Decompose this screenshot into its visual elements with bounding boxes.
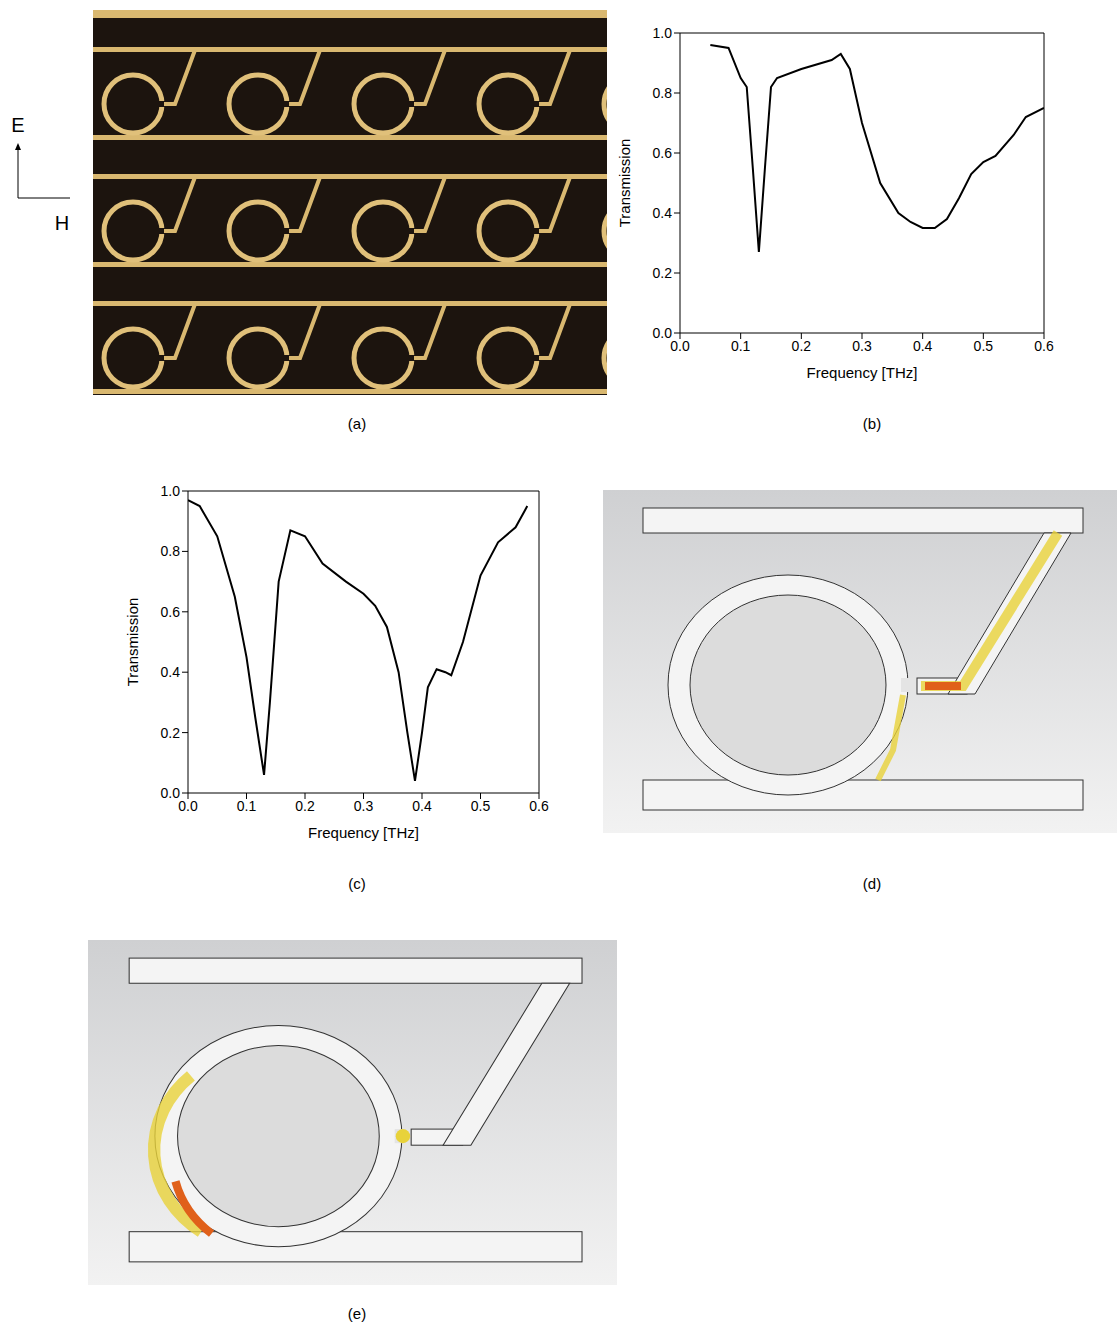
svg-text:0.4: 0.4 [161, 664, 181, 680]
html-text:(a): (a) [347, 415, 367, 432]
svg-text:0.2: 0.2 [653, 265, 673, 281]
svg-text:0.0: 0.0 [653, 325, 673, 341]
html-text:(e): (e) [347, 1305, 367, 1322]
svg-text:Transmission: Transmission [616, 139, 633, 228]
svg-text:0.4: 0.4 [412, 798, 432, 814]
html-text:(b): (b) [862, 415, 882, 432]
html-text:(c): (c) [348, 875, 366, 892]
svg-text:0.8: 0.8 [161, 543, 181, 559]
svg-text:0.0: 0.0 [161, 785, 181, 801]
svg-text:Frequency [THz]: Frequency [THz] [308, 824, 419, 841]
svg-text:1.0: 1.0 [653, 25, 673, 41]
svg-text:0.0: 0.0 [178, 798, 198, 814]
svg-text:0.2: 0.2 [295, 798, 315, 814]
svg-text:0.5: 0.5 [974, 338, 994, 354]
svg-text:0.5: 0.5 [471, 798, 491, 814]
svg-text:Transmission: Transmission [124, 598, 141, 687]
svg-text:0.6: 0.6 [161, 604, 181, 620]
svg-text:0.4: 0.4 [653, 205, 673, 221]
svg-text:Frequency [THz]: Frequency [THz] [807, 364, 918, 381]
svg-text:0.4: 0.4 [913, 338, 933, 354]
svg-text:0.6: 0.6 [1034, 338, 1054, 354]
svg-text:H: H [55, 212, 69, 234]
svg-text:0.1: 0.1 [237, 798, 257, 814]
svg-text:0.1: 0.1 [731, 338, 751, 354]
svg-text:0.3: 0.3 [852, 338, 872, 354]
svg-text:0.2: 0.2 [161, 725, 181, 741]
svg-text:0.6: 0.6 [653, 145, 673, 161]
svg-text:0.3: 0.3 [354, 798, 374, 814]
html-text:(d): (d) [862, 875, 882, 892]
svg-text:0.6: 0.6 [529, 798, 549, 814]
svg-text:E: E [11, 114, 24, 136]
svg-text:0.2: 0.2 [792, 338, 812, 354]
svg-text:0.0: 0.0 [670, 338, 690, 354]
svg-text:1.0: 1.0 [161, 483, 181, 499]
svg-text:0.8: 0.8 [653, 85, 673, 101]
